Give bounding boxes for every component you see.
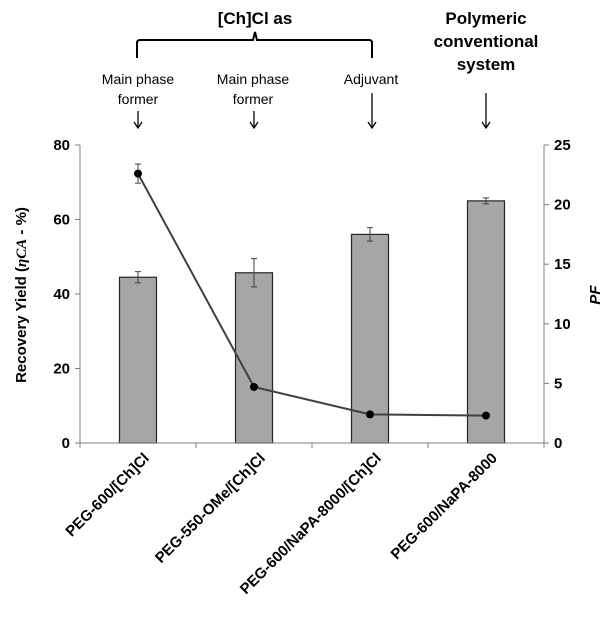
pf-point-3 <box>366 410 374 419</box>
bar-4 <box>466 200 506 444</box>
bar-2 <box>234 272 274 444</box>
pf-point-1 <box>134 169 142 178</box>
right-title-line-2: conventional <box>434 32 539 51</box>
y-tick-label-3: 60 <box>53 212 70 229</box>
y-axis-title-italic: ηCA <box>14 239 30 267</box>
bars-layer <box>118 200 506 444</box>
x-category-label-4: PEG-600/NaPA-8000 <box>388 450 501 563</box>
y-axis-title-post: - %) <box>13 207 30 239</box>
bar-1 <box>118 276 158 444</box>
y2-tick-label-2: 10 <box>554 316 571 333</box>
right-title-line-1: Polymeric <box>445 9 526 28</box>
y-tick-label-1: 20 <box>53 361 70 378</box>
y2-tick-label-5: 25 <box>554 137 571 154</box>
arrow-3-head <box>367 121 377 130</box>
y2-tick-label-1: 5 <box>554 375 562 392</box>
bar-errorbar-4 <box>483 197 489 205</box>
label-2-line-2: former <box>233 91 274 107</box>
y-axis-title-pre: Recovery Yield ( <box>13 267 30 383</box>
group-bracket <box>136 31 373 58</box>
y2-tick-label-4: 20 <box>554 197 571 214</box>
y-tick-label-4: 80 <box>53 137 70 154</box>
x-category-label-3: PEG-600/NaPA-8000/[Ch]Cl <box>237 450 385 598</box>
pf-line-layer <box>134 163 490 420</box>
pf-point-4 <box>482 411 490 420</box>
x-category-label-2: PEG-550-OMe/[Ch]Cl <box>152 450 269 567</box>
right-title-line-3: system <box>457 55 516 74</box>
bar-errorbar-1 <box>135 271 141 284</box>
y2-tick-label-0: 0 <box>554 435 562 452</box>
x-category-label-1: PEG-600/[Ch]Cl <box>62 450 152 540</box>
group-title: [Ch]Cl as <box>218 9 293 28</box>
y2-axis-title: PF <box>587 285 604 305</box>
label-1-line-2: former <box>118 91 159 107</box>
y2-tick-label-3: 15 <box>554 256 571 273</box>
pf-point-2 <box>250 382 258 391</box>
arrow-2-head <box>249 121 259 130</box>
arrow-4-head <box>481 121 491 130</box>
pf-line <box>137 173 487 417</box>
y-axis-title: Recovery Yield (ηCA - %) <box>13 207 30 383</box>
arrow-1-head <box>133 121 143 130</box>
label-1-line-1: Main phase <box>102 71 175 87</box>
annotation-arrows <box>133 93 491 130</box>
label-3-line-1: Adjuvant <box>344 71 399 87</box>
y-tick-label-0: 0 <box>62 435 70 452</box>
y-tick-label-2: 40 <box>53 286 70 303</box>
bar-errorbar-3 <box>367 227 373 242</box>
bar-error-layer <box>135 197 489 288</box>
bar-3 <box>350 233 390 444</box>
label-2-line-1: Main phase <box>217 71 290 87</box>
bar-errorbar-2 <box>251 258 257 288</box>
